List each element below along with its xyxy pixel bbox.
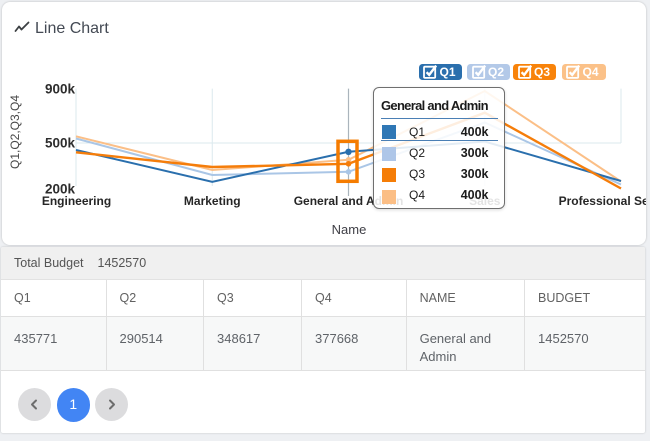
svg-text:Name: Name (332, 222, 367, 237)
svg-text:200k: 200k (45, 182, 76, 197)
svg-text:500k: 500k (45, 136, 76, 151)
svg-text:Marketing: Marketing (184, 194, 241, 208)
svg-text:Engineering: Engineering (42, 194, 111, 208)
svg-text:900k: 900k (45, 81, 76, 96)
svg-text:Q1,Q2,Q3,Q4: Q1,Q2,Q3,Q4 (8, 95, 22, 169)
svg-text:Professional Services: Professional Services (559, 194, 646, 208)
